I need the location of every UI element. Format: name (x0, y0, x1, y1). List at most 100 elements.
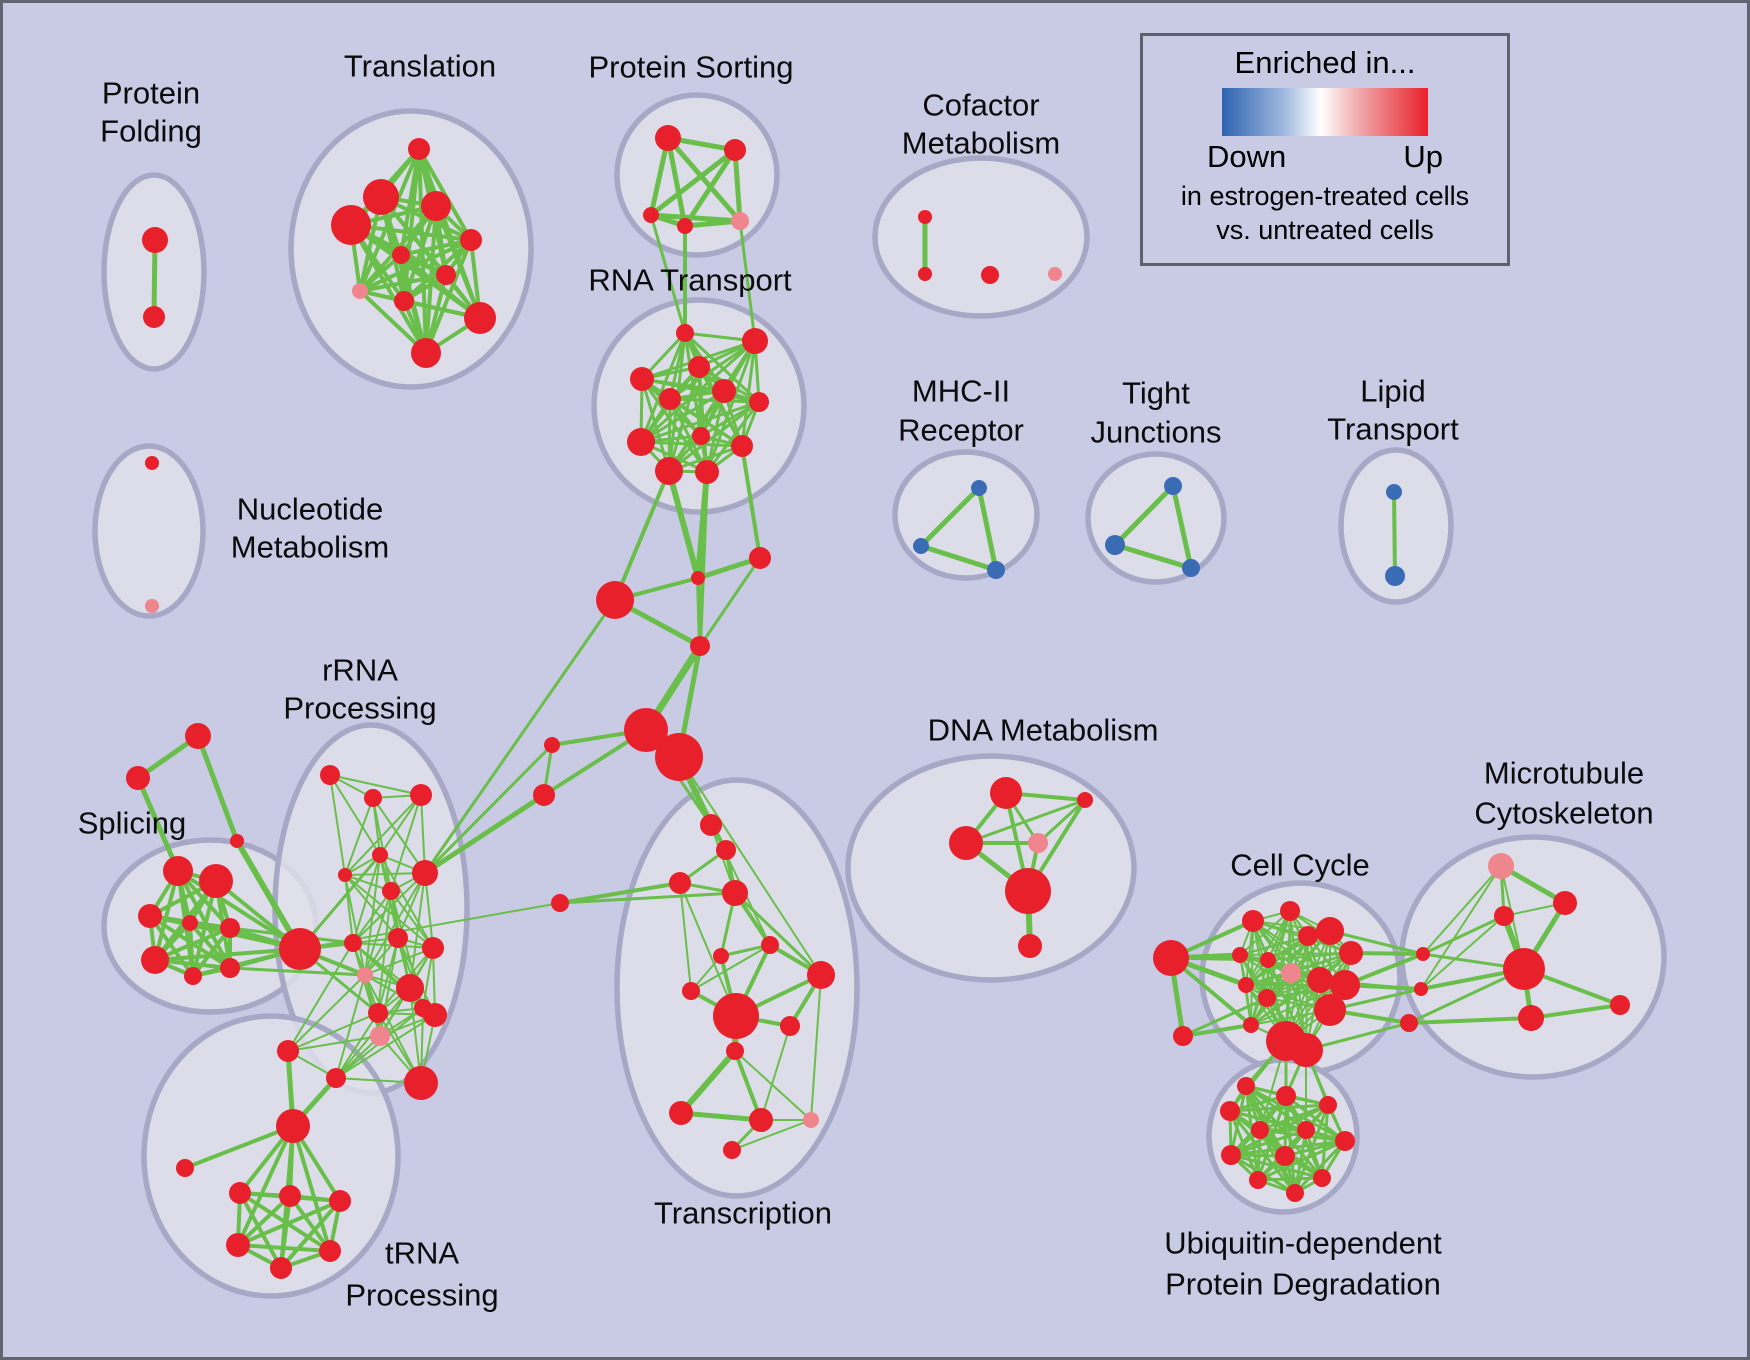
edge (364, 947, 434, 976)
edge (639, 400, 761, 444)
gene-set-node-red (1251, 1121, 1269, 1139)
gene-set-node-red (276, 1109, 310, 1143)
cluster-label-mhc-ii-receptor: Receptor (898, 413, 1024, 448)
gene-set-node-red (138, 904, 162, 928)
edge (639, 389, 726, 444)
edge (344, 872, 426, 876)
gene-set-node-red (551, 894, 569, 912)
edge (1112, 483, 1176, 548)
gene-set-node-red (184, 967, 202, 985)
edge (1529, 1003, 1622, 1020)
cluster-ellipse-cofactor-metabolism (872, 155, 1090, 319)
edge (279, 1199, 342, 1270)
cluster-label-nucleotide-metabolism: Metabolism (231, 530, 390, 565)
edge (364, 890, 392, 976)
edge (731, 1119, 812, 1151)
edge (733, 1049, 763, 1122)
gene-set-node-red (1276, 1086, 1296, 1106)
edge (1256, 1176, 1324, 1182)
edge (1328, 929, 1425, 956)
gene-set-node-red (404, 1066, 438, 1100)
legend-down-label: Down (1207, 139, 1287, 174)
gene-set-node-red (1221, 1145, 1241, 1165)
edge (683, 331, 761, 404)
edge (191, 926, 232, 978)
edge (1407, 1016, 1533, 1025)
edge (1229, 1153, 1324, 1180)
gene-set-node-red (396, 974, 424, 1002)
edge (810, 974, 822, 1121)
gene-set-node-red (677, 218, 693, 234)
edge (379, 854, 434, 949)
edge (1421, 914, 1506, 956)
gene-set-node-red (712, 379, 736, 403)
edge (236, 1199, 342, 1247)
gene-set-node-red (716, 840, 736, 860)
gene-set-node-red (981, 266, 999, 284)
gene-set-node-red (329, 1190, 351, 1212)
edge (379, 794, 422, 856)
edge (153, 947, 302, 962)
edge (195, 733, 240, 844)
gene-set-node-blue (1386, 484, 1402, 500)
gene-set-node-red (659, 388, 681, 410)
cluster-label-protein-sorting: Protein Sorting (588, 50, 793, 85)
edge (344, 794, 422, 876)
edge (679, 882, 692, 992)
gene-set-node-pink (731, 212, 749, 230)
gene-set-node-red (731, 435, 753, 457)
cluster-label-cofactor-metabolism: Cofactor (922, 88, 1039, 123)
gene-set-node-red (688, 356, 710, 378)
edge (738, 219, 757, 343)
edge (918, 485, 982, 549)
cluster-label-tight-junctions: Tight (1122, 376, 1190, 411)
edge (153, 869, 180, 962)
edge (1420, 865, 1502, 990)
edge (335, 1035, 381, 1079)
edge (335, 974, 366, 1079)
edge (705, 400, 761, 474)
edge (352, 872, 426, 944)
edge (640, 377, 709, 474)
gene-set-node-red (141, 946, 169, 974)
edge (1250, 979, 1321, 1026)
gene-set-node-red (226, 1233, 250, 1257)
gene-set-node-red (410, 784, 432, 806)
gene-set-node-pink (1488, 853, 1514, 879)
edge (279, 1194, 292, 1270)
gene-set-node-blue (1385, 566, 1405, 586)
gene-set-node-red (421, 191, 451, 221)
edge (1293, 1139, 1347, 1195)
edge (423, 598, 617, 875)
edge (183, 1124, 295, 1170)
gene-set-node-red (412, 860, 438, 886)
edge (613, 469, 671, 602)
gene-set-node-red (1232, 947, 1248, 963)
gene-set-node-red (1313, 1169, 1331, 1187)
gene-set-node-red (596, 581, 634, 619)
cluster-label-cofactor-metabolism: Metabolism (902, 126, 1061, 161)
gene-set-node-red (1316, 917, 1344, 945)
nodes-layer (126, 125, 1630, 1279)
gene-set-node-red (630, 367, 654, 391)
edge (399, 253, 482, 320)
edge (236, 1243, 332, 1253)
cluster-ellipse-dna-metabolism (845, 753, 1137, 983)
edge (291, 1124, 332, 1253)
gene-set-node-red (1298, 926, 1318, 946)
gene-set-node-red (320, 765, 340, 785)
gene-set-node-red (1400, 1014, 1418, 1032)
cluster-label-rna-transport: RNA Transport (588, 263, 792, 298)
gene-set-node-red (392, 246, 410, 264)
gene-set-node-red (1610, 995, 1630, 1015)
edge (434, 204, 482, 320)
edge (639, 331, 687, 444)
edge (665, 135, 688, 229)
edge (372, 797, 426, 874)
cluster-ellipse-nucleotide-metabolism (92, 443, 206, 619)
edge (732, 147, 743, 224)
legend-up-label: Up (1403, 139, 1443, 174)
cluster-label-cell-cycle: Cell Cycle (1230, 848, 1370, 883)
edge (349, 223, 428, 355)
